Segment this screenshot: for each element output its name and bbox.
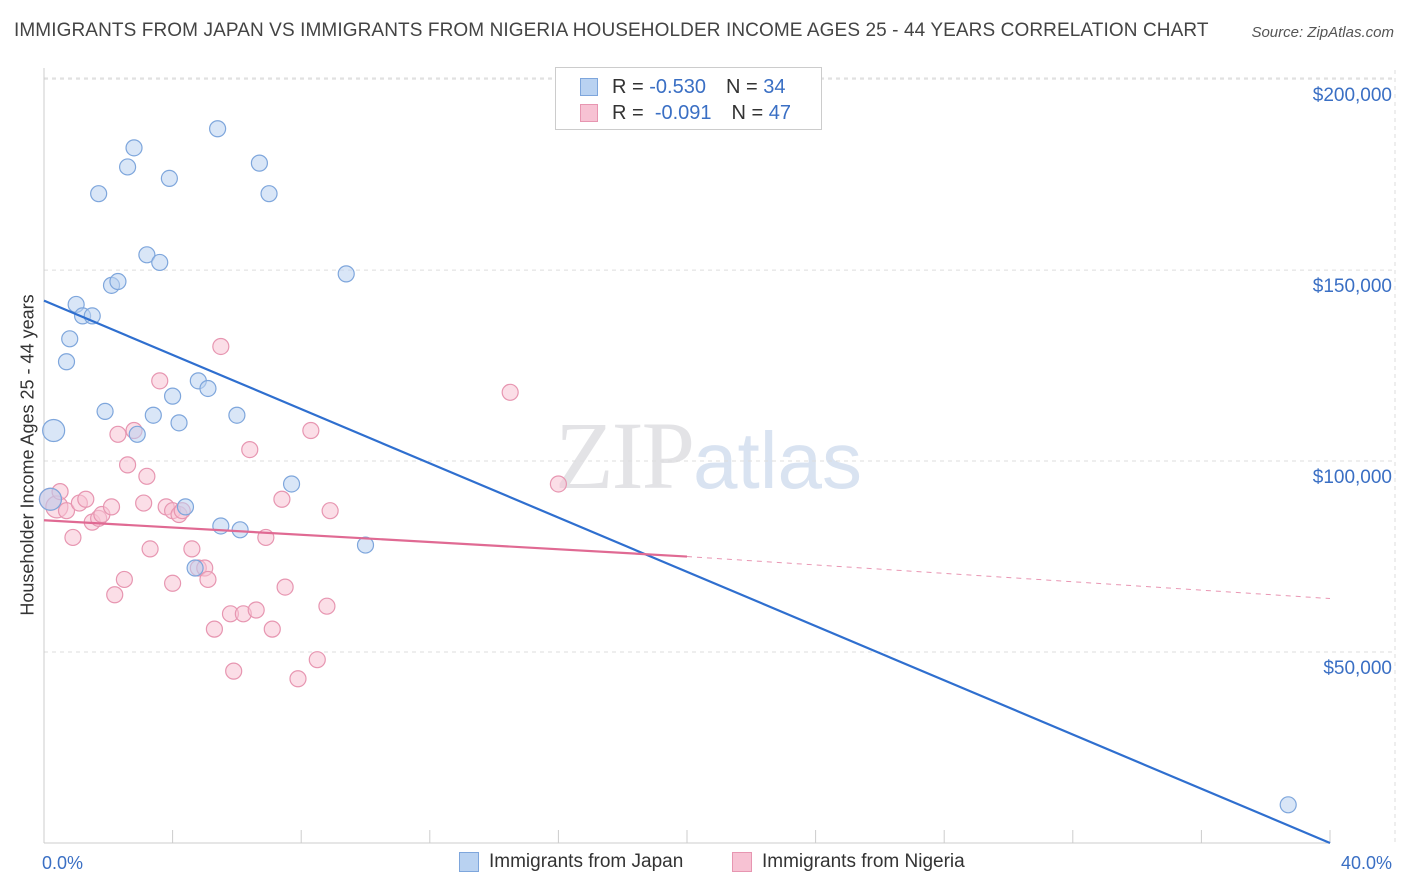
nigeria-point-46 [549,475,568,493]
nigeria-points [38,337,568,688]
japan-point-14 [144,406,162,424]
japan-swatch [580,78,598,96]
y-tick-label: $50,000 [1323,658,1392,680]
watermark: ZIPatlas [555,400,862,511]
japan-point-33 [38,487,63,511]
japan-point-28 [260,185,278,203]
legend-row-japan: R = -0.530 N = 34 [580,74,785,100]
japan-point-1 [57,353,76,371]
nigeria-point-34 [241,440,259,459]
legend-n-value-nigeria: 47 [768,101,792,124]
japan-point-9 [109,272,127,291]
nigeria-point-18 [141,540,159,558]
correlation-legend: R = -0.530 N = 34 R = -0.091 N = 47 [555,67,822,130]
y-tick-label: $100,000 [1312,467,1392,489]
nigeria-point-44 [321,502,339,520]
legend-n-value-japan: 34 [763,75,786,98]
nigeria-legend-swatch [732,852,752,872]
japan-point-18 [170,414,188,432]
nigeria-swatch [580,104,598,122]
nigeria-trend-extension [686,556,1331,600]
nigeria-point-43 [318,597,336,615]
japan-point-32 [1279,796,1297,814]
japan-point-25 [228,406,246,424]
japan-point-2 [61,330,79,348]
japan-point-7 [96,402,114,420]
nigeria-point-37 [263,620,281,638]
japan-point-20 [186,559,204,577]
nigeria-point-38 [273,490,291,508]
nigeria-legend-label: Immigrants from Nigeria [762,851,965,872]
nigeria-point-22 [164,574,182,592]
japan-point-22 [199,379,217,398]
legend-r-value-japan: -0.530 [649,75,706,98]
bottom-legend-japan: Immigrants from Japan [459,851,683,873]
nigeria-point-6 [77,490,95,508]
nigeria-point-30 [212,337,230,356]
nigeria-point-12 [109,425,127,443]
japan-point-16 [160,169,178,188]
x-tick-min: 0.0% [42,853,84,873]
japan-point-15 [151,253,169,272]
legend-r-value-nigeria: -0.091 [654,101,712,124]
japan-point-19 [176,498,195,516]
nigeria-point-39 [276,578,294,596]
y-axis-label: Householder Income Ages 25 - 44 years [17,294,38,616]
y-tick-label: $200,000 [1312,85,1392,107]
legend-r-label: R = [612,75,644,98]
japan-legend-swatch [459,852,479,872]
japan-trend-line [43,299,1331,845]
nigeria-point-17 [138,467,156,485]
nigeria-point-29 [205,620,223,638]
japan-point-6 [90,185,108,203]
japan-point-27 [250,154,269,172]
japan-legend-label: Immigrants from Japan [489,851,684,872]
nigeria-point-13 [115,570,133,589]
nigeria-point-11 [106,586,124,604]
source-credit: Source: ZipAtlas.com [1251,24,1394,41]
bottom-legend-nigeria: Immigrants from Nigeria [732,851,965,873]
japan-point-26 [231,521,249,539]
japan-point-31 [356,536,375,554]
japan-points [38,120,1297,814]
nigeria-point-4 [64,528,82,547]
nigeria-point-3 [57,502,76,520]
watermark-zip: ZIP [555,402,695,509]
nigeria-point-16 [135,494,153,512]
y-tick-label: $150,000 [1312,276,1392,298]
legend-n-label: N = [731,101,764,124]
axes [43,68,1331,844]
japan-point-0 [42,418,66,443]
japan-point-12 [128,425,146,443]
nigeria-point-14 [118,456,137,474]
legend-n-label: N = [725,75,758,98]
japan-point-11 [125,139,143,157]
nigeria-point-45 [501,383,519,401]
watermark-atlas: atlas [693,416,862,505]
nigeria-point-41 [302,421,320,440]
chart-title: IMMIGRANTS FROM JAPAN VS IMMIGRANTS FROM… [14,20,1209,41]
japan-point-13 [138,246,156,264]
trend-lines [43,299,1331,845]
nigeria-point-35 [247,601,265,619]
nigeria-point-19 [151,372,169,390]
nigeria-point-40 [289,670,307,688]
nigeria-point-42 [308,651,326,669]
nigeria-trend-line [43,519,688,558]
japan-point-17 [164,387,182,405]
japan-point-23 [209,120,227,138]
nigeria-point-25 [183,540,201,558]
legend-r-label: R = [612,101,644,124]
japan-point-10 [118,158,137,176]
x-tick-max: 40.0% [1340,853,1392,873]
japan-point-29 [282,475,301,493]
nigeria-point-32 [225,662,243,680]
japan-point-30 [337,265,355,283]
nigeria-point-10 [102,498,121,516]
legend-row-nigeria: R = -0.091 N = 47 [580,100,791,126]
nigeria-point-28 [199,570,217,589]
